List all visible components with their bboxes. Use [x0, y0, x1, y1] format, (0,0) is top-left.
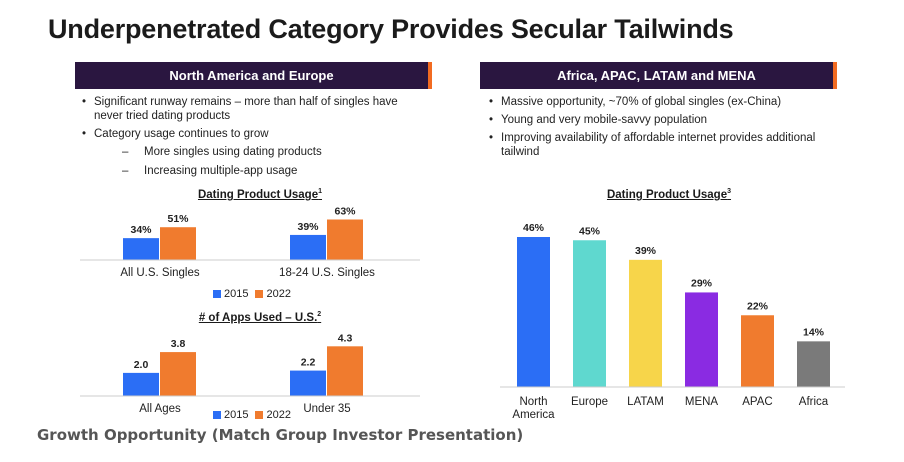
category-label: All U.S. Singles	[120, 267, 200, 279]
category-label: 18-24 U.S. Singles	[279, 267, 375, 279]
usage-us-chart-title: Dating Product Usage1	[120, 188, 400, 201]
data-label: 3.8	[171, 338, 186, 350]
data-label: 34%	[130, 224, 152, 236]
category-label: America	[512, 409, 555, 421]
bar-under-35-2022	[327, 346, 363, 396]
bar-all-ages-2022	[160, 352, 196, 396]
usage-us-legend: 2015 2022	[213, 288, 298, 300]
category-label: Europe	[571, 396, 608, 408]
bar-mena	[685, 292, 718, 387]
data-label: 29%	[691, 277, 713, 289]
bar-north-america	[517, 237, 550, 387]
bullet-item: Significant runway remains – more than h…	[80, 95, 420, 123]
right-panel-header: Africa, APAC, LATAM and MENA	[480, 62, 837, 89]
usage-regions-chart-title: Dating Product Usage3	[514, 188, 824, 201]
chart-title-text: # of Apps Used – U.S.	[198, 311, 318, 324]
legend-label: 2022	[266, 288, 291, 300]
apps-us-chart-title: # of Apps Used – U.S.2	[120, 311, 400, 324]
bar-africa	[797, 341, 830, 387]
bullet-item: Category usage continues to grow	[80, 127, 420, 141]
chart-title-text: Dating Product Usage	[606, 188, 728, 201]
legend-swatch-2015	[213, 411, 221, 419]
category-label: Africa	[799, 396, 829, 408]
data-label: 63%	[334, 206, 356, 218]
data-label: 39%	[297, 221, 319, 233]
data-label: 39%	[635, 245, 657, 257]
bar-18-24-u-s-singles-2022	[327, 219, 363, 260]
chart-title-text: Dating Product Usage	[197, 188, 319, 201]
category-label: Under 35	[303, 403, 350, 415]
data-label: 51%	[167, 213, 189, 225]
bar-europe	[573, 240, 606, 387]
figure-caption: Growth Opportunity (Match Group Investor…	[37, 426, 524, 444]
sub-bullet-item: More singles using dating products	[80, 145, 420, 159]
data-label: 45%	[579, 225, 601, 237]
data-label: 14%	[803, 326, 825, 338]
footnote-marker: 3	[727, 188, 732, 195]
apps-us-legend: 2015 2022	[213, 409, 298, 421]
footnote-marker: 1	[318, 188, 323, 195]
category-label: LATAM	[627, 396, 664, 408]
bar-latam	[629, 259, 662, 387]
data-label: 22%	[747, 300, 769, 312]
legend-item-2015: 2015	[213, 288, 248, 300]
bar-apac	[741, 315, 774, 387]
legend-item-2022: 2022	[255, 288, 291, 300]
apps-us-chart: 2.0 3.8 All Ages 2.2 4.3 Under 35	[80, 332, 420, 415]
bullet-item: Massive opportunity, ~70% of global sing…	[487, 95, 827, 109]
left-panel-header: North America and Europe	[75, 62, 432, 89]
right-bullet-list: Massive opportunity, ~70% of global sing…	[487, 95, 827, 163]
legend-swatch-2022	[255, 290, 264, 298]
bar-all-ages-2015	[123, 372, 159, 396]
legend-label: 2015	[224, 409, 249, 421]
legend-item-2022: 2022	[255, 409, 291, 421]
legend-swatch-2015	[213, 290, 221, 298]
bar-all-u-s-singles-2015	[123, 238, 159, 260]
legend-swatch-2022	[255, 411, 264, 419]
legend-item-2015: 2015	[213, 409, 248, 421]
data-label: 2.0	[134, 359, 149, 371]
category-label: North	[519, 396, 547, 408]
category-label: All Ages	[139, 403, 181, 415]
sub-bullet-item: Increasing multiple-app usage	[80, 164, 420, 178]
bar-all-u-s-singles-2022	[160, 227, 196, 260]
page-title: Underpenetrated Category Provides Secula…	[48, 14, 734, 44]
bullet-item: Young and very mobile-savvy population	[487, 113, 827, 127]
legend-label: 2015	[224, 288, 249, 300]
legend-label: 2022	[266, 409, 291, 421]
bar-18-24-u-s-singles-2015	[290, 234, 326, 260]
bar-under-35-2015	[290, 370, 326, 396]
bullet-item: Improving availability of affordable int…	[487, 131, 827, 159]
data-label: 46%	[523, 222, 545, 234]
category-label: MENA	[685, 396, 719, 408]
category-label: APAC	[742, 396, 772, 408]
usage-us-chart: 34% 51% All U.S. Singles 39% 63% 18-24 U.S. S…	[80, 206, 420, 279]
footnote-marker: 2	[317, 311, 322, 318]
left-bullet-list: Significant runway remains – more than h…	[80, 95, 420, 183]
data-label: 4.3	[338, 332, 353, 344]
data-label: 2.2	[301, 357, 316, 369]
